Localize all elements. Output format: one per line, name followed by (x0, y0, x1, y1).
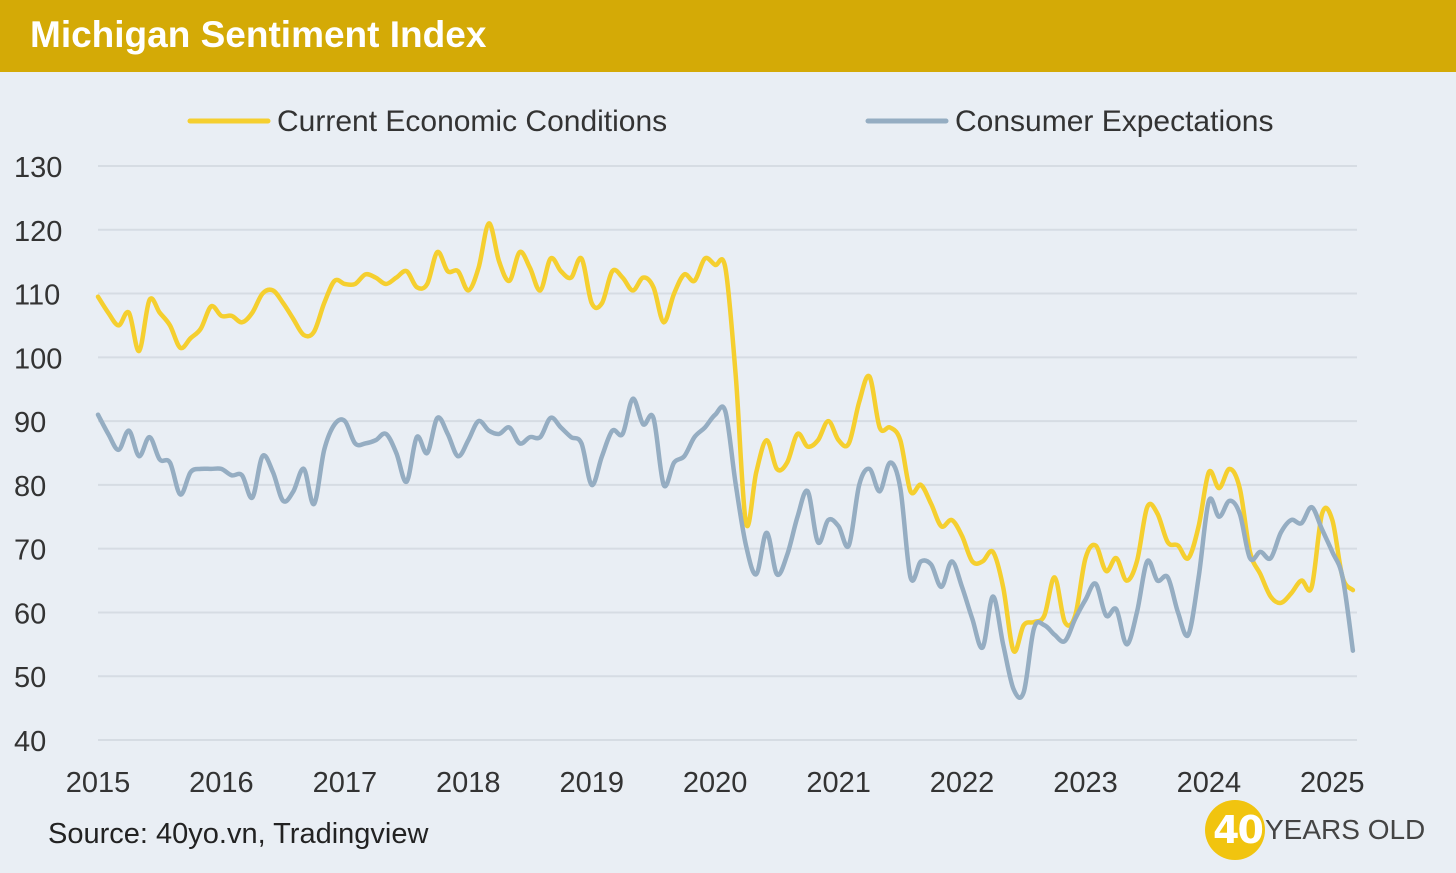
x-tick-label: 2015 (66, 767, 131, 799)
x-tick-label: 2021 (806, 767, 871, 799)
brand-text: YEARS OLD (1265, 814, 1426, 845)
y-axis-tick-labels: 40 50 60 70 80 90 100 110 120 130 (14, 152, 62, 758)
grid-lines (98, 165, 1357, 741)
y-tick-label: 50 (14, 662, 46, 694)
y-tick-label: 70 (14, 535, 46, 567)
brand-logo: 40 YEARS OLD (1205, 800, 1445, 860)
y-tick-label: 100 (14, 343, 62, 375)
series-current-economic-conditions-line (95, 221, 1356, 654)
brand-circle (1205, 800, 1265, 860)
title-bar: Michigan Sentiment Index (0, 0, 1456, 72)
page-title: Michigan Sentiment Index (30, 14, 487, 55)
x-tick-label: 2016 (189, 767, 254, 799)
brand-number: 40 (1213, 808, 1264, 852)
x-tick-label: 2017 (313, 767, 378, 799)
y-tick-label: 130 (14, 152, 62, 184)
y-tick-label: 120 (14, 216, 62, 248)
x-tick-label: 2024 (1177, 767, 1242, 799)
source-note: Source: 40yo.vn, Tradingview (48, 818, 429, 850)
x-tick-label: 2019 (559, 767, 624, 799)
legend: Current Economic Conditions Consumer Expe… (187, 105, 1274, 138)
legend-item-consumer-expectations: Consumer Expectations (865, 105, 1274, 138)
legend-label: Consumer Expectations (955, 105, 1274, 138)
x-tick-label: 2023 (1053, 767, 1118, 799)
y-tick-label: 80 (14, 471, 46, 503)
x-tick-label: 2022 (930, 767, 995, 799)
series-consumer-expectations-line (95, 396, 1356, 700)
x-tick-label: 2020 (683, 767, 748, 799)
x-axis-tick-labels: 2015 2016 2017 2018 2019 2020 2021 2022 2023 2024… (66, 767, 1365, 799)
y-tick-label: 90 (14, 407, 46, 439)
legend-item-current-economic-conditions: Current Economic Conditions (187, 105, 667, 138)
y-tick-label: 40 (14, 726, 46, 758)
y-tick-label: 110 (14, 280, 60, 312)
y-tick-label: 60 (14, 598, 46, 630)
x-tick-label: 2025 (1300, 767, 1365, 799)
legend-label: Current Economic Conditions (277, 105, 667, 138)
series-lines (95, 221, 1356, 700)
x-tick-label: 2018 (436, 767, 501, 799)
